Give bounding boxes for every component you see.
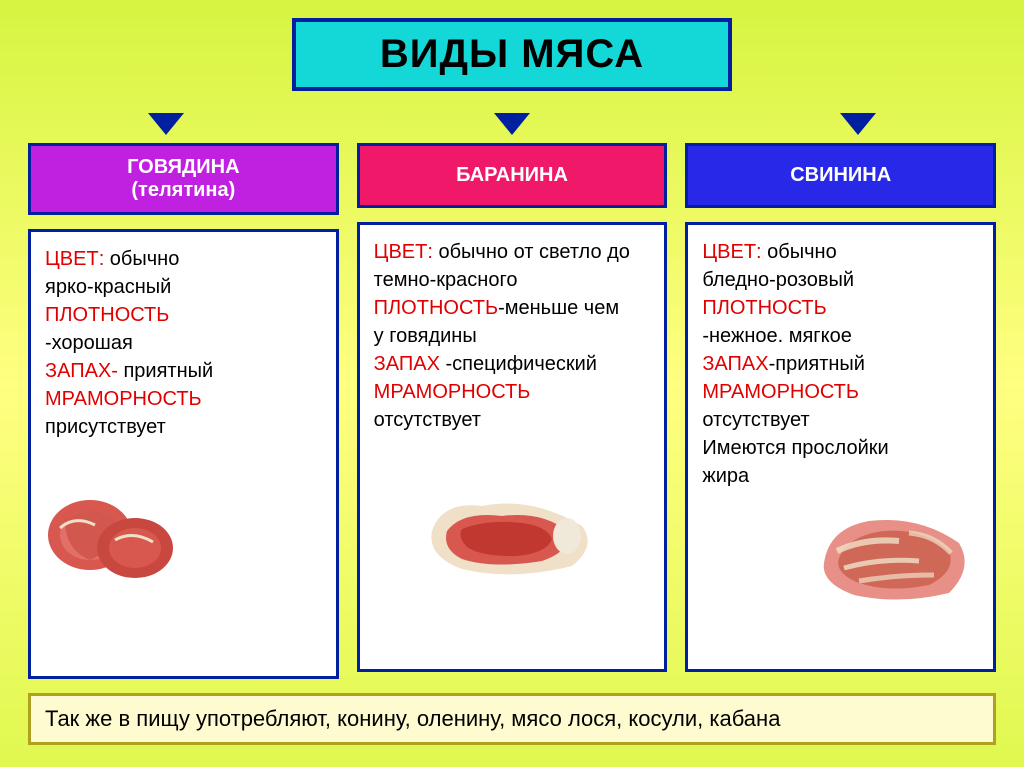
text: бледно-розовый bbox=[702, 269, 854, 291]
keyword: ПЛОТНОСТЬ bbox=[702, 297, 826, 319]
keyword: МРАМОРНОСТЬ bbox=[45, 388, 202, 410]
footer-note: Так же в пищу употребляют, конину, олени… bbox=[28, 693, 996, 745]
text: присутствует bbox=[45, 416, 166, 438]
keyword: ЗАПАХ bbox=[702, 353, 768, 375]
keyword: МРАМОРНОСТЬ bbox=[702, 381, 859, 403]
text: темно-красного bbox=[374, 269, 518, 291]
beef-image bbox=[45, 480, 322, 590]
col-body-mutton: ЦВЕТ: обычно от светло до темно-красного… bbox=[357, 222, 668, 672]
text: -меньше чем bbox=[498, 297, 619, 319]
columns-row: ГОВЯДИНА (телятина) ЦВЕТ: обычно ярко-кр… bbox=[28, 143, 996, 679]
down-arrow-icon bbox=[840, 113, 876, 135]
pork-image bbox=[809, 503, 979, 613]
header-line: (телятина) bbox=[35, 179, 332, 202]
col-header-mutton: БАРАНИНА bbox=[357, 143, 668, 208]
text: отсутствует bbox=[374, 409, 481, 431]
text: приятный bbox=[118, 360, 213, 382]
text: жира bbox=[702, 465, 749, 487]
text: обычно bbox=[762, 241, 837, 263]
col-header-pork: СВИНИНА bbox=[685, 143, 996, 208]
keyword: ЦВЕТ: bbox=[702, 241, 761, 263]
col-body-beef: ЦВЕТ: обычно ярко-красный ПЛОТНОСТЬ -хор… bbox=[28, 229, 339, 679]
keyword: ПЛОТНОСТЬ bbox=[45, 304, 169, 326]
text: у говядины bbox=[374, 325, 477, 347]
text: обычно bbox=[104, 248, 179, 270]
keyword: ЗАПАХ bbox=[374, 353, 440, 375]
header-line: ГОВЯДИНА bbox=[35, 156, 332, 179]
footer-text: Так же в пищу употребляют, конину, олени… bbox=[45, 706, 780, 731]
text: отсутствует bbox=[702, 409, 809, 431]
title-box: ВИДЫ МЯСА bbox=[292, 18, 732, 91]
text: -приятный bbox=[769, 353, 865, 375]
text: обычно от светло до bbox=[433, 241, 630, 263]
down-arrow-icon bbox=[494, 113, 530, 135]
text: -специфический bbox=[440, 353, 597, 375]
keyword: ПЛОТНОСТЬ bbox=[374, 297, 498, 319]
text: Имеются прослойки bbox=[702, 437, 888, 459]
column-pork: СВИНИНА ЦВЕТ: обычно бледно-розовый ПЛОТ… bbox=[685, 143, 996, 679]
text: ярко-красный bbox=[45, 276, 171, 298]
mutton-image bbox=[412, 481, 612, 591]
keyword: ЦВЕТ: bbox=[45, 248, 104, 270]
header-line: БАРАНИНА bbox=[364, 164, 661, 187]
column-beef: ГОВЯДИНА (телятина) ЦВЕТ: обычно ярко-кр… bbox=[28, 143, 339, 679]
column-mutton: БАРАНИНА ЦВЕТ: обычно от светло до темно… bbox=[357, 143, 668, 679]
col-body-pork: ЦВЕТ: обычно бледно-розовый ПЛОТНОСТЬ -н… bbox=[685, 222, 996, 672]
keyword: ЗАПАХ- bbox=[45, 360, 118, 382]
header-line: СВИНИНА bbox=[692, 164, 989, 187]
main-title: ВИДЫ МЯСА bbox=[314, 32, 710, 77]
keyword: МРАМОРНОСТЬ bbox=[374, 381, 531, 403]
down-arrow-icon bbox=[148, 113, 184, 135]
text: -хорошая bbox=[45, 332, 133, 354]
keyword: ЦВЕТ: bbox=[374, 241, 433, 263]
text: -нежное. мягкое bbox=[702, 325, 851, 347]
col-header-beef: ГОВЯДИНА (телятина) bbox=[28, 143, 339, 215]
arrow-row bbox=[28, 113, 996, 135]
